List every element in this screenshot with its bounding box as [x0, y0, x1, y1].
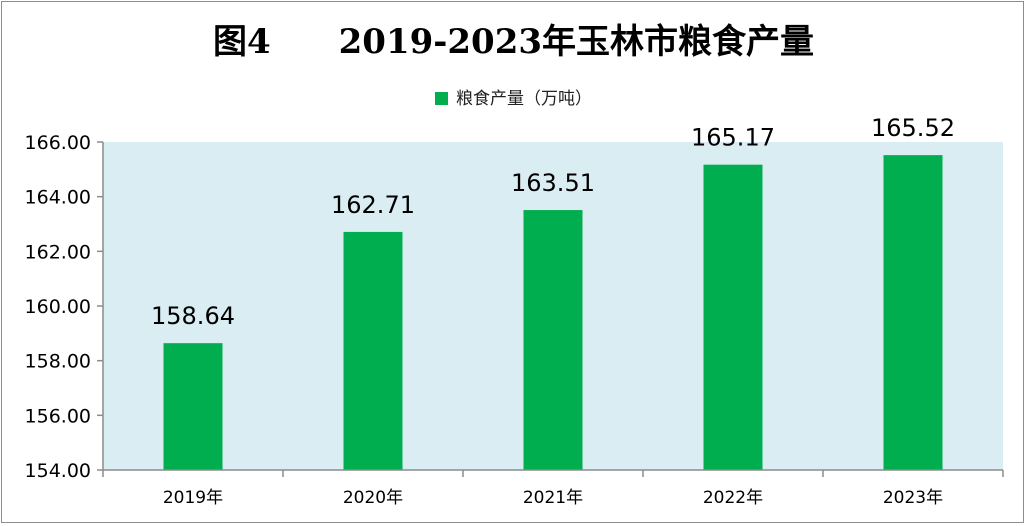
bar — [163, 343, 223, 470]
data-label: 162.71 — [331, 191, 415, 219]
bars: 158.64 162.71 163.51 165.17 165.52 — [151, 114, 955, 471]
data-label: 163.51 — [511, 169, 595, 197]
bar — [703, 164, 763, 471]
x-axis: 2019年 2020年 2021年 2022年 2023年 — [102, 469, 1004, 508]
data-label: 165.52 — [871, 114, 955, 142]
x-tick-label: 2021年 — [523, 488, 583, 508]
x-tick-label: 2020年 — [343, 488, 403, 508]
chart-title: 图4 2019-2023年玉林市粮食产量 — [212, 22, 815, 62]
bar — [343, 231, 403, 470]
data-label: 158.64 — [151, 302, 235, 330]
y-tick-label: 166.00 — [25, 132, 91, 154]
y-tick-label: 154.00 — [25, 460, 91, 482]
x-tick-label: 2022年 — [703, 488, 763, 508]
y-axis: 154.00 156.00 158.00 160.00 162.00 164.00 166.… — [25, 132, 104, 482]
x-tick-label: 2019年 — [163, 488, 223, 508]
y-tick-label: 164.00 — [25, 187, 91, 209]
legend: 粮食产量（万吨） — [0, 84, 1027, 109]
y-tick-label: 158.00 — [25, 351, 91, 373]
data-label: 165.17 — [691, 124, 775, 152]
x-tick-label: 2023年 — [883, 488, 943, 508]
y-tick-label: 156.00 — [25, 405, 91, 427]
bar — [523, 210, 583, 470]
legend-swatch — [435, 92, 448, 105]
bar — [883, 155, 943, 470]
y-tick-label: 162.00 — [25, 241, 91, 263]
y-tick-label: 160.00 — [25, 296, 91, 318]
legend-label: 粮食产量（万吨） — [456, 89, 592, 109]
